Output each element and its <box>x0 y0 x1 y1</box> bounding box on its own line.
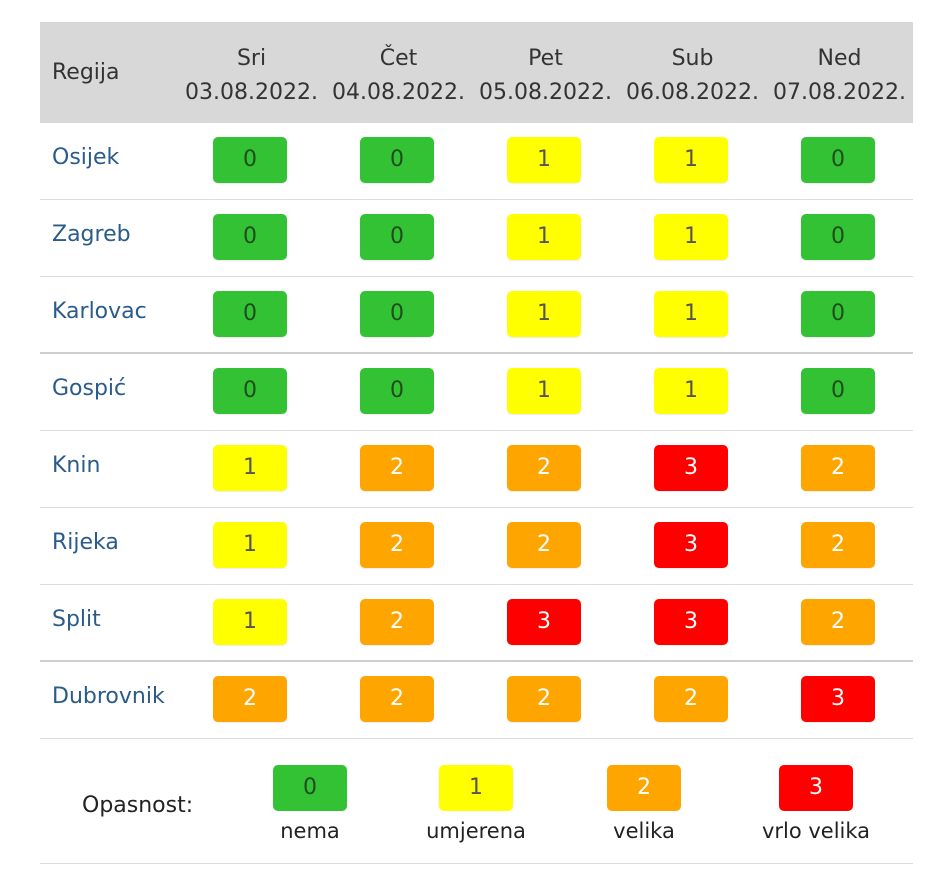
danger-level-badge: 1 <box>654 368 728 414</box>
danger-level-badge: 0 <box>360 214 434 260</box>
region-name: Rijeka <box>52 530 119 555</box>
danger-level-badge: 3 <box>507 599 581 645</box>
region-name: Gospić <box>52 376 127 401</box>
danger-level-badge: 2 <box>507 676 581 722</box>
danger-level-badge: 2 <box>213 676 287 722</box>
danger-level-badge: 0 <box>360 137 434 183</box>
danger-level-badge: 0 <box>801 214 875 260</box>
day-header: Sub 06.08.2022. <box>619 42 766 110</box>
danger-level-badge: 1 <box>507 291 581 337</box>
legend: Opasnost: 0 nema 1 umjerena 2 velika 3 v… <box>40 739 913 864</box>
table-row: Dubrovnik 2 2 2 2 3 <box>40 662 913 739</box>
day-name: Sri <box>236 46 267 71</box>
danger-level-badge: 0 <box>801 368 875 414</box>
region-name: Osijek <box>52 145 120 170</box>
danger-level-badge: 0 <box>360 291 434 337</box>
table-body: Osijek 0 0 1 1 0 Zagreb 0 0 1 1 0 Karlovac 0 0 1 1 0 Gospi… <box>40 123 913 739</box>
danger-level-badge: 0 <box>360 368 434 414</box>
danger-level-badge: 1 <box>654 214 728 260</box>
table-row: Osijek 0 0 1 1 0 <box>40 123 913 200</box>
table-header: Regija Sri 03.08.2022. Čet 04.08.2022. P… <box>40 22 913 123</box>
danger-level-badge: 2 <box>801 599 875 645</box>
day-date: 06.08.2022. <box>626 80 759 105</box>
legend-item: 1 umjerena <box>396 765 556 843</box>
legend-badge: 2 <box>607 765 681 811</box>
danger-level-badge: 1 <box>213 599 287 645</box>
legend-badge: 1 <box>439 765 513 811</box>
danger-level-badge: 3 <box>801 676 875 722</box>
region-column-header: Regija <box>52 60 120 85</box>
day-header: Pet 05.08.2022. <box>472 42 619 110</box>
day-date: 05.08.2022. <box>479 80 612 105</box>
day-name: Sub <box>671 46 714 71</box>
day-date: 03.08.2022. <box>185 80 318 105</box>
table-row: Gospić 0 0 1 1 0 <box>40 354 913 431</box>
danger-level-badge: 1 <box>213 522 287 568</box>
danger-level-badge: 1 <box>654 137 728 183</box>
danger-level-badge: 1 <box>507 368 581 414</box>
danger-level-badge: 0 <box>801 137 875 183</box>
danger-level-badge: 0 <box>801 291 875 337</box>
danger-level-badge: 1 <box>507 214 581 260</box>
table-row: Rijeka 1 2 2 3 2 <box>40 508 913 585</box>
day-name: Ned <box>817 46 862 71</box>
table-row: Karlovac 0 0 1 1 0 <box>40 277 913 354</box>
region-name: Zagreb <box>52 222 131 247</box>
day-date: 07.08.2022. <box>773 80 906 105</box>
danger-level-badge: 3 <box>654 445 728 491</box>
danger-level-badge: 2 <box>360 522 434 568</box>
legend-item: 2 velika <box>564 765 724 843</box>
region-name: Split <box>52 607 101 632</box>
day-header: Sri 03.08.2022. <box>178 42 325 110</box>
danger-level-badge: 2 <box>507 445 581 491</box>
danger-level-badge: 0 <box>213 214 287 260</box>
danger-level-badge: 0 <box>213 291 287 337</box>
region-name: Dubrovnik <box>52 684 165 709</box>
danger-level-badge: 0 <box>213 137 287 183</box>
danger-table: Regija Sri 03.08.2022. Čet 04.08.2022. P… <box>40 22 913 864</box>
danger-level-badge: 0 <box>213 368 287 414</box>
day-header: Čet 04.08.2022. <box>325 42 472 110</box>
danger-level-badge: 2 <box>360 599 434 645</box>
legend-item: 3 vrlo velika <box>736 765 896 843</box>
danger-level-badge: 2 <box>360 676 434 722</box>
legend-badge: 3 <box>779 765 853 811</box>
day-header: Ned 07.08.2022. <box>766 42 913 110</box>
legend-title: Opasnost: <box>82 793 194 818</box>
legend-item: 0 nema <box>230 765 390 843</box>
legend-label: nema <box>280 819 340 843</box>
danger-level-badge: 2 <box>360 445 434 491</box>
danger-level-badge: 2 <box>801 445 875 491</box>
legend-badge: 0 <box>273 765 347 811</box>
day-name: Pet <box>528 46 563 71</box>
legend-label: velika <box>613 819 675 843</box>
table-row: Zagreb 0 0 1 1 0 <box>40 200 913 277</box>
day-name: Čet <box>379 46 418 71</box>
region-name: Karlovac <box>52 299 147 324</box>
region-name: Knin <box>52 453 101 478</box>
danger-level-badge: 1 <box>654 291 728 337</box>
danger-level-badge: 1 <box>213 445 287 491</box>
day-date: 04.08.2022. <box>332 80 465 105</box>
danger-level-badge: 2 <box>654 676 728 722</box>
table-row: Knin 1 2 2 3 2 <box>40 431 913 508</box>
legend-label: umjerena <box>426 819 526 843</box>
danger-level-badge: 3 <box>654 599 728 645</box>
danger-level-badge: 2 <box>507 522 581 568</box>
table-row: Split 1 2 3 3 2 <box>40 585 913 662</box>
legend-label: vrlo velika <box>761 819 871 843</box>
danger-level-badge: 3 <box>654 522 728 568</box>
danger-level-badge: 2 <box>801 522 875 568</box>
danger-level-badge: 1 <box>507 137 581 183</box>
